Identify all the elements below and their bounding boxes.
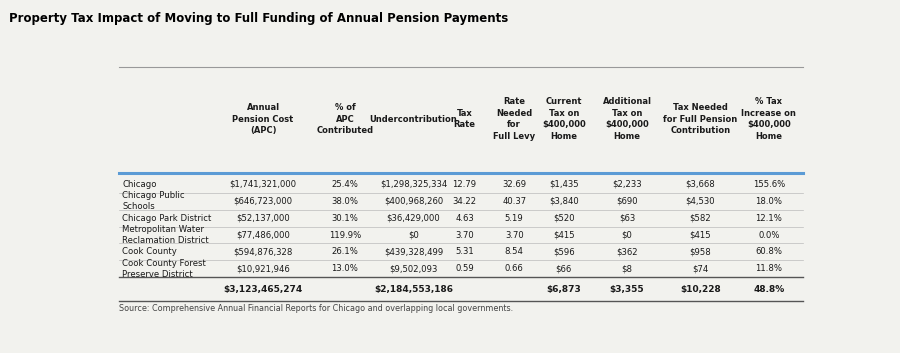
- Text: $520: $520: [553, 214, 574, 222]
- Text: $3,123,465,274: $3,123,465,274: [223, 285, 302, 294]
- Text: $77,486,000: $77,486,000: [236, 231, 290, 239]
- Text: 0.59: 0.59: [455, 264, 474, 274]
- Text: $63: $63: [619, 214, 635, 222]
- Text: Tax
Rate: Tax Rate: [454, 109, 476, 129]
- Text: $646,723,000: $646,723,000: [233, 197, 292, 205]
- Text: 34.22: 34.22: [453, 197, 477, 205]
- Text: $958: $958: [689, 247, 711, 257]
- Text: $400,968,260: $400,968,260: [383, 197, 443, 205]
- Text: $1,435: $1,435: [549, 180, 579, 189]
- Text: 0.66: 0.66: [505, 264, 524, 274]
- Text: Rate
Needed
for
Full Levy: Rate Needed for Full Levy: [493, 97, 536, 141]
- Text: Chicago Park District: Chicago Park District: [122, 214, 212, 222]
- Text: 4.63: 4.63: [455, 214, 474, 222]
- Text: $8: $8: [622, 264, 633, 274]
- Text: 38.0%: 38.0%: [331, 197, 358, 205]
- Text: Undercontribution: Undercontribution: [370, 115, 457, 124]
- Text: $10,921,946: $10,921,946: [236, 264, 290, 274]
- Text: $439,328,499: $439,328,499: [383, 247, 443, 257]
- Text: Source: Comprehensive Annual Financial Reports for Chicago and overlapping local: Source: Comprehensive Annual Financial R…: [120, 304, 514, 313]
- Text: $0: $0: [408, 231, 418, 239]
- Text: $74: $74: [692, 264, 708, 274]
- Text: % Tax
Increase on
$400,000
Home: % Tax Increase on $400,000 Home: [742, 97, 796, 141]
- Text: Metropolitan Water
Reclamation District: Metropolitan Water Reclamation District: [122, 225, 209, 245]
- Text: 11.8%: 11.8%: [755, 264, 782, 274]
- Text: $6,873: $6,873: [546, 285, 581, 294]
- Text: $52,137,000: $52,137,000: [236, 214, 290, 222]
- Text: $0: $0: [622, 231, 633, 239]
- Text: % of
APC
Contributed: % of APC Contributed: [317, 103, 373, 135]
- Text: Cook County Forest
Preserve District: Cook County Forest Preserve District: [122, 259, 206, 279]
- Text: 12.79: 12.79: [453, 180, 477, 189]
- Text: $3,668: $3,668: [686, 180, 716, 189]
- Text: Cook County: Cook County: [122, 247, 177, 257]
- Text: 30.1%: 30.1%: [331, 214, 358, 222]
- Text: $1,741,321,000: $1,741,321,000: [230, 180, 297, 189]
- Text: $66: $66: [555, 264, 572, 274]
- Text: 32.69: 32.69: [502, 180, 526, 189]
- Text: $415: $415: [553, 231, 574, 239]
- Text: $1,298,325,334: $1,298,325,334: [380, 180, 447, 189]
- Text: 8.54: 8.54: [505, 247, 524, 257]
- Text: 3.70: 3.70: [455, 231, 474, 239]
- Text: $3,355: $3,355: [609, 285, 644, 294]
- Text: $36,429,000: $36,429,000: [386, 214, 440, 222]
- Text: $582: $582: [689, 214, 711, 222]
- Text: $2,233: $2,233: [612, 180, 642, 189]
- Text: $362: $362: [616, 247, 638, 257]
- Text: Chicago Public
Schools: Chicago Public Schools: [122, 191, 184, 211]
- Text: 155.6%: 155.6%: [752, 180, 785, 189]
- Text: Current
Tax on
$400,000
Home: Current Tax on $400,000 Home: [542, 97, 586, 141]
- Text: 3.70: 3.70: [505, 231, 524, 239]
- Text: 5.19: 5.19: [505, 214, 524, 222]
- Text: 18.0%: 18.0%: [755, 197, 782, 205]
- Text: $4,530: $4,530: [686, 197, 716, 205]
- Text: 13.0%: 13.0%: [331, 264, 358, 274]
- Text: 60.8%: 60.8%: [755, 247, 782, 257]
- Text: $2,184,553,186: $2,184,553,186: [374, 285, 453, 294]
- Text: Property Tax Impact of Moving to Full Funding of Annual Pension Payments: Property Tax Impact of Moving to Full Fu…: [9, 12, 508, 25]
- Text: $415: $415: [689, 231, 711, 239]
- Text: $3,840: $3,840: [549, 197, 579, 205]
- Text: $594,876,328: $594,876,328: [233, 247, 292, 257]
- Text: Additional
Tax on
$400,000
Home: Additional Tax on $400,000 Home: [602, 97, 652, 141]
- Text: 0.0%: 0.0%: [758, 231, 779, 239]
- Text: 119.9%: 119.9%: [328, 231, 361, 239]
- Text: $9,502,093: $9,502,093: [389, 264, 437, 274]
- Text: $596: $596: [553, 247, 574, 257]
- Text: $690: $690: [616, 197, 638, 205]
- Text: Annual
Pension Cost
(APC): Annual Pension Cost (APC): [232, 103, 293, 135]
- Text: 5.31: 5.31: [455, 247, 474, 257]
- Text: 48.8%: 48.8%: [753, 285, 785, 294]
- Text: 25.4%: 25.4%: [331, 180, 358, 189]
- Text: 12.1%: 12.1%: [755, 214, 782, 222]
- Text: 40.37: 40.37: [502, 197, 526, 205]
- Text: $10,228: $10,228: [680, 285, 721, 294]
- Text: 26.1%: 26.1%: [331, 247, 358, 257]
- Text: Tax Needed
for Full Pension
Contribution: Tax Needed for Full Pension Contribution: [663, 103, 738, 135]
- Text: Chicago: Chicago: [122, 180, 157, 189]
